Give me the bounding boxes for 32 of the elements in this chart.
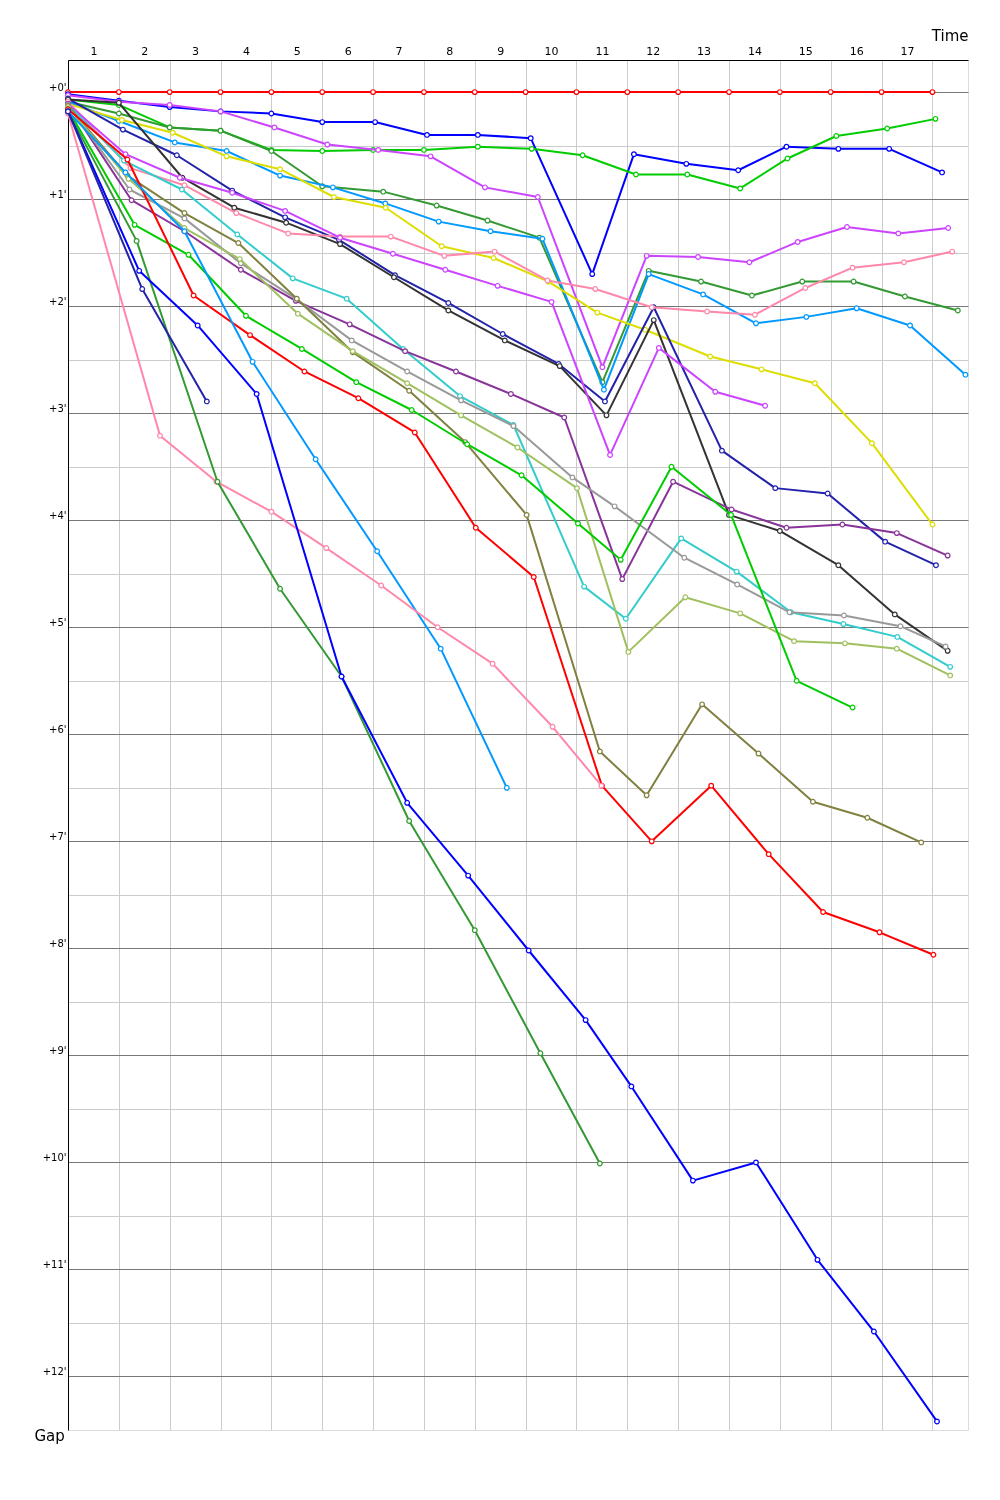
x-tick-label: 10: [544, 44, 559, 58]
x-axis-title: Time: [930, 26, 969, 45]
x-tick-label: 9: [497, 44, 505, 58]
y-tick-label: +7': [49, 830, 67, 842]
y-tick-label: +6': [49, 723, 67, 735]
x-tick-label: 7: [395, 44, 403, 58]
x-tick-label: 3: [192, 44, 200, 58]
x-tick-label: 4: [242, 44, 250, 58]
x-tick-label: 11: [595, 44, 610, 58]
y-tick-label: +5': [49, 616, 67, 628]
y-tick-label: +2': [49, 295, 67, 307]
y-tick-label: +12': [42, 1365, 67, 1377]
x-tick-label: 2: [141, 44, 149, 58]
x-tick-label: 8: [446, 44, 454, 58]
x-tick-label: 6: [344, 44, 352, 58]
y-axis-title: Gap: [34, 1426, 65, 1445]
y-tick-label: +4': [49, 509, 67, 521]
x-tick-label: 5: [293, 44, 301, 58]
y-tick-label: +11': [42, 1258, 67, 1270]
x-tick-label: 12: [646, 44, 661, 58]
y-tick-label: +0': [49, 81, 67, 93]
y-tick-label: +1': [49, 188, 67, 200]
x-tick-label: 16: [849, 44, 864, 58]
y-tick-label: +8': [49, 937, 67, 949]
y-tick-label: +9': [49, 1044, 67, 1056]
x-tick-label: 13: [697, 44, 712, 58]
x-tick-label: 15: [798, 44, 813, 58]
y-tick-label: +3': [49, 402, 67, 414]
x-tick-label: 1: [90, 44, 98, 58]
x-tick-label: 14: [747, 44, 762, 58]
y-tick-label: +10': [42, 1151, 67, 1163]
x-tick-label: 17: [900, 44, 915, 58]
